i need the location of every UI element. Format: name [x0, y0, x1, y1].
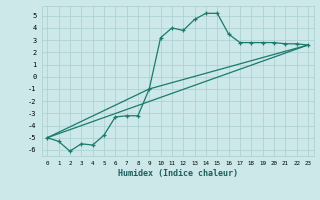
- X-axis label: Humidex (Indice chaleur): Humidex (Indice chaleur): [118, 169, 237, 178]
